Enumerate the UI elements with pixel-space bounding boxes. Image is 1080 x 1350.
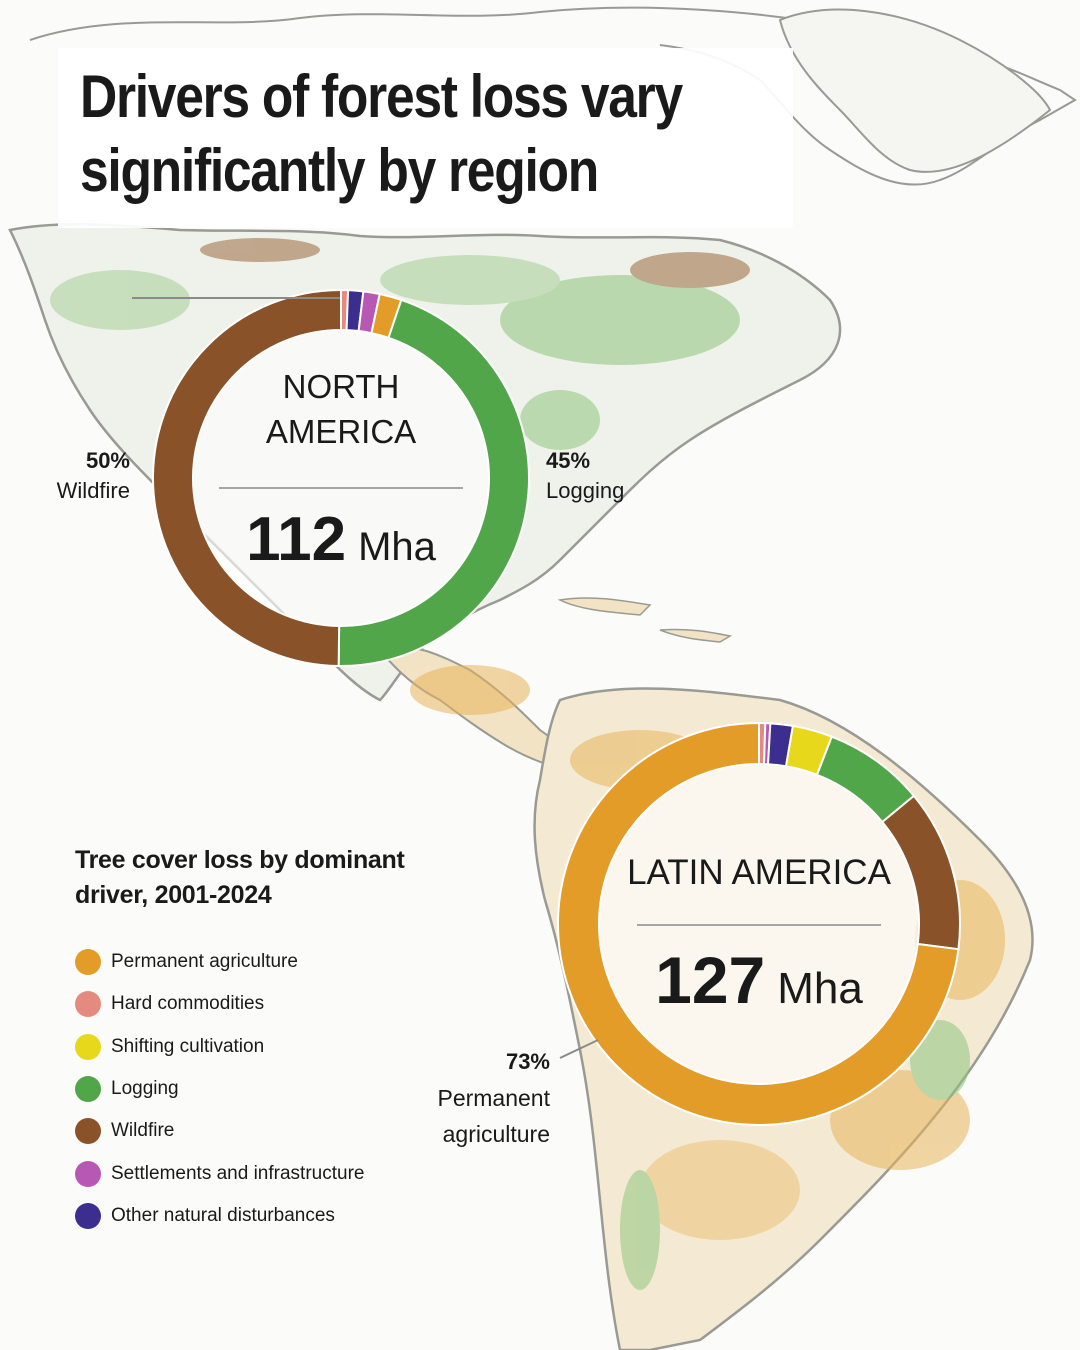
legend-item: Logging [75,1068,435,1110]
caribbean-islands [557,597,733,643]
donut-center [193,330,489,626]
region-name: LATIN AMERICA [627,853,892,892]
leader-line [559,1039,599,1059]
legend-label: Hard commodities [111,993,265,1015]
title-box: Drivers of forest loss vary significantl… [58,48,793,228]
donut-slice-permanent-agriculture [557,721,960,1126]
donut-slice-logging [337,298,530,667]
region-name: AMERICA [266,413,416,450]
callout-pct: 73% [505,1049,550,1074]
callout-logging: 45% Logging [546,446,666,506]
legend-swatch [75,1033,101,1060]
total-value: 112 Mha [246,505,437,574]
legend-label: Permanent agriculture [111,951,298,973]
legend-title: Tree cover loss by dominant driver, 2001… [75,846,405,909]
total-number: 112 [246,505,346,574]
legend-item: Other natural disturbances [75,1195,435,1237]
legend-item: Wildfire [75,1110,435,1152]
legend-item: Permanent agriculture [75,941,435,983]
page-title: Drivers of forest loss vary significantl… [80,63,683,204]
legend-list: Permanent agriculture Hard commodities S… [75,941,435,1237]
legend-label: Shifting cultivation [111,1035,265,1057]
greenland-shape [778,8,1052,173]
donut-chart-north-america: NORTH AMERICA 112 Mha [132,288,530,667]
legend-label: Wildfire [111,1120,175,1142]
donut-center [599,764,919,1084]
callout-label: Logging [546,478,625,503]
legend-item: Settlements and infrastructure [75,1152,435,1194]
donut-chart-latin-america: LATIN AMERICA 127 Mha [557,721,961,1126]
total-value: 127 Mha [655,943,863,1017]
legend-swatch [75,1160,101,1187]
legend-item: Hard commodities [75,983,435,1025]
legend-label: Settlements and infrastructure [111,1162,365,1184]
legend-swatch [75,991,101,1018]
region-name: NORTH [283,368,400,405]
legend-label: Other natural disturbances [111,1204,335,1226]
total-unit: Mha [358,525,437,569]
legend-swatch [75,1076,101,1103]
total-unit: Mha [777,964,863,1013]
legend: Tree cover loss by dominant driver, 2001… [75,843,435,1237]
donut-slice-wildfire [152,288,342,667]
callout-label: Permanent agriculture [437,1085,550,1147]
legend-swatch [75,1118,101,1145]
legend-swatch [75,1202,101,1229]
legend-item: Shifting cultivation [75,1026,435,1068]
callout-pct: 50% [85,448,130,473]
legend-swatch [75,949,101,976]
callout-label: Wildfire [56,478,130,503]
total-number: 127 [655,943,765,1017]
callout-permanent-agriculture: 73% Permanent agriculture [420,1044,550,1152]
map-texture [50,238,1005,1290]
legend-label: Logging [111,1078,179,1100]
callout-wildfire: 50% Wildfire [50,446,130,506]
callout-pct: 45% [546,448,591,473]
